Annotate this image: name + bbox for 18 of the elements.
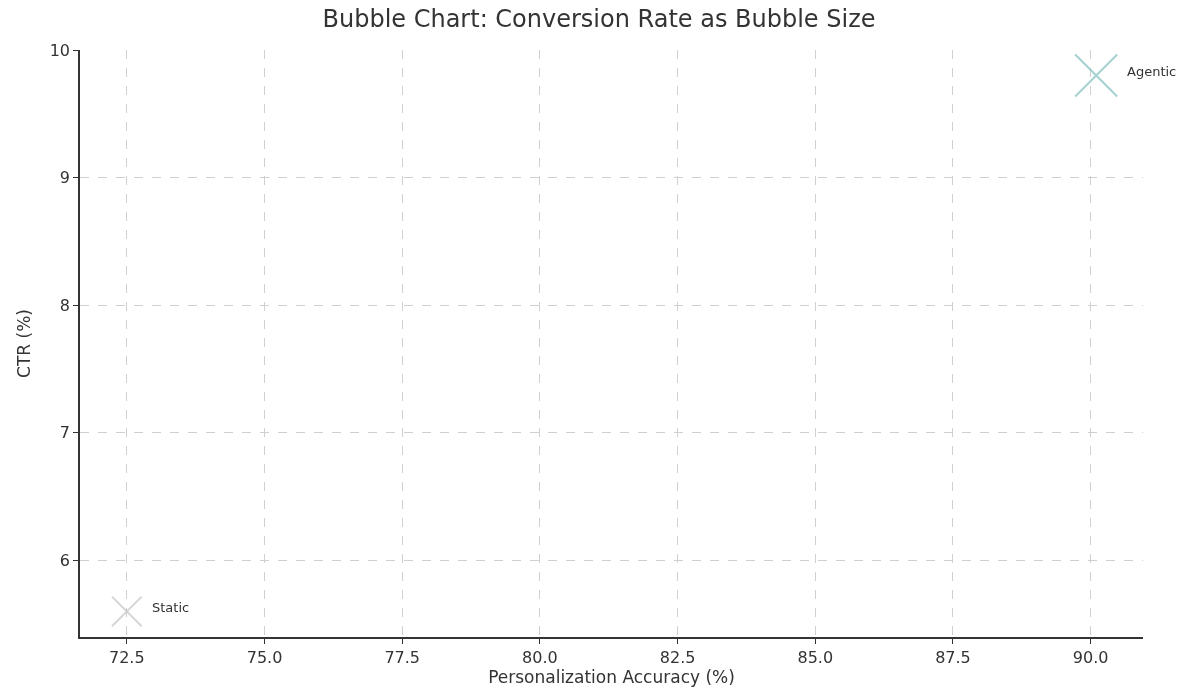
x-tick-label: 85.0 bbox=[797, 647, 834, 667]
series-label: Agentic bbox=[1127, 64, 1177, 79]
x-tick-label: 82.5 bbox=[659, 647, 696, 667]
y-tick-label: 8 bbox=[59, 295, 71, 315]
y-tick-label: 6 bbox=[59, 551, 71, 571]
x-tick-label: 75.0 bbox=[246, 647, 283, 667]
x-tick-label: 90.0 bbox=[1072, 647, 1109, 667]
y-tick-label: 7 bbox=[59, 423, 71, 443]
y-tick-label: 10 bbox=[49, 40, 71, 60]
chart-title: Bubble Chart: Conversion Rate as Bubble Size bbox=[322, 5, 876, 34]
x-axis-title: Personalization Accuracy (%) bbox=[488, 666, 735, 687]
x-tick-label: 80.0 bbox=[522, 647, 558, 667]
x-tick-label: 87.5 bbox=[935, 647, 971, 667]
x-tick-label: 77.5 bbox=[384, 647, 421, 667]
series-label: Static bbox=[152, 600, 190, 615]
y-axis-title: CTR (%) bbox=[13, 309, 34, 378]
y-tick-label: 9 bbox=[59, 168, 71, 188]
x-tick-label: 72.5 bbox=[109, 647, 145, 667]
